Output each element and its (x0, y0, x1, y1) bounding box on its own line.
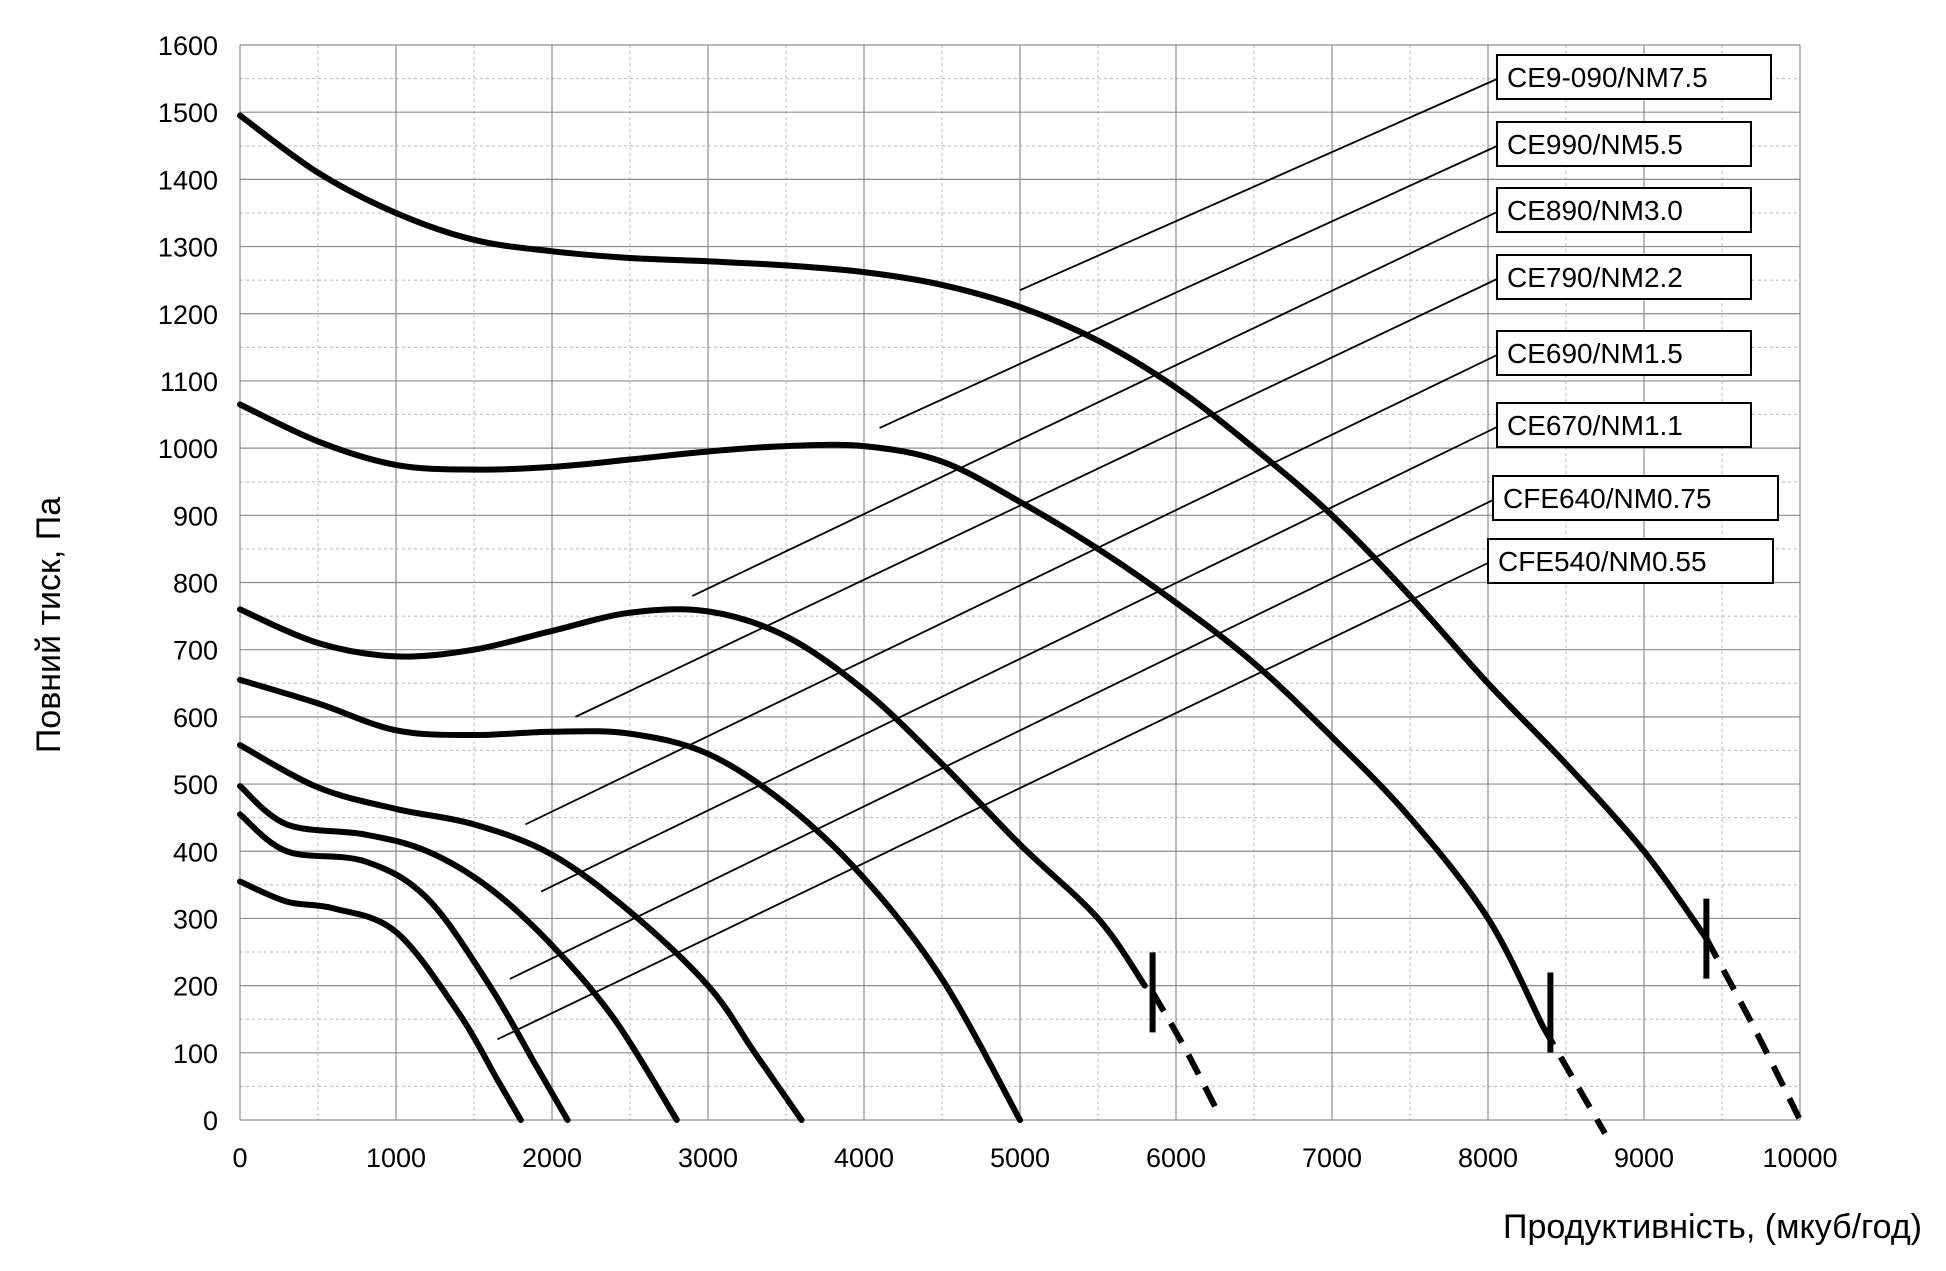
x-tick-label: 3000 (678, 1143, 738, 1173)
y-tick-label: 1100 (160, 367, 218, 397)
x-tick-label: 0 (232, 1143, 247, 1173)
x-tick-label: 8000 (1458, 1143, 1518, 1173)
series-dashed-extension-1 (1703, 937, 1803, 1122)
series-curves (237, 112, 1803, 1135)
x-tick-label: 7000 (1302, 1143, 1362, 1173)
y-axis-tick-labels: 0 100 200 300 400 500 600 700 800 900 1000 1100 1200… (158, 31, 218, 1136)
y-tick-label: 0 (203, 1106, 218, 1136)
series-curve-1 (237, 112, 1710, 942)
y-tick-label: 100 (173, 1039, 218, 1069)
legend-box (1496, 330, 1752, 376)
series-curve-7 (237, 811, 571, 1123)
x-tick-label: 4000 (834, 1143, 894, 1173)
series-curve-5 (237, 742, 805, 1123)
leader-line (525, 354, 1498, 826)
legend-box (1492, 475, 1779, 521)
leader-line (575, 278, 1498, 718)
leader-line (879, 145, 1498, 429)
y-tick-label: 700 (173, 636, 218, 666)
legend-label: CE9-090/NM7.5 (1507, 62, 1708, 93)
series-curve-6 (237, 783, 680, 1123)
y-tick-label: 1400 (158, 165, 218, 195)
legend-box (1496, 187, 1752, 233)
y-axis-title: Повний тиск, Па (30, 497, 68, 753)
y-tick-label: 1600 (158, 31, 218, 61)
legend-box (1487, 538, 1774, 584)
y-tick-label: 1000 (158, 434, 218, 464)
x-tick-label: 2000 (522, 1143, 582, 1173)
x-axis-tick-labels: 0 1000 2000 3000 4000 5000 6000 7000 8000 9000 100… (232, 1143, 1837, 1173)
y-tick-label: 1200 (158, 300, 218, 330)
legend-label: CFE640/NM0.75 (1503, 483, 1712, 514)
series-curve-3 (237, 606, 1148, 989)
y-tick-label: 1300 (158, 233, 218, 263)
x-tick-label: 10000 (1762, 1143, 1837, 1173)
legend-label: CE790/NM2.2 (1507, 262, 1683, 293)
y-tick-label: 800 (173, 569, 218, 599)
legend-box (1496, 254, 1752, 300)
y-tick-label: 200 (173, 972, 218, 1002)
x-axis-title: Продуктивність, (мкуб/год) (1503, 1208, 1922, 1246)
legend-box (1496, 54, 1772, 100)
y-tick-label: 600 (173, 703, 218, 733)
legend-label: CE890/NM3.0 (1507, 195, 1683, 226)
y-tick-label: 900 (173, 501, 218, 531)
legend-box (1496, 121, 1752, 167)
major-grid (239, 44, 1801, 1121)
leader-line (509, 499, 1494, 980)
legend-label: CE670/NM1.1 (1507, 410, 1683, 441)
legend: CE9-090/NM7.5 CE990/NM5.5 CE890/NM3.0 CE790… (1487, 54, 1779, 584)
legend-label: CE690/NM1.5 (1507, 338, 1683, 369)
x-tick-label: 5000 (990, 1143, 1050, 1173)
series-curve-4 (237, 676, 1023, 1123)
x-tick-label: 9000 (1614, 1143, 1674, 1173)
legend-label: CE990/NM5.5 (1507, 129, 1683, 160)
limit-markers (1149, 898, 1710, 1053)
legend-box (1496, 402, 1752, 448)
y-tick-label: 300 (173, 904, 218, 934)
legend-leader-lines (497, 78, 1498, 1041)
y-tick-label: 1500 (158, 98, 218, 128)
series-dashed-extension-3 (1150, 990, 1218, 1108)
y-tick-label: 400 (173, 837, 218, 867)
series-curve-8 (237, 878, 524, 1123)
legend-label: CFE540/NM0.55 (1498, 546, 1707, 577)
x-tick-label: 6000 (1146, 1143, 1206, 1173)
leader-line (497, 562, 1489, 1041)
x-tick-label: 1000 (366, 1143, 426, 1173)
leader-line (540, 426, 1498, 893)
leader-line (1019, 78, 1498, 292)
series-curve-2 (237, 401, 1546, 1029)
leader-line (692, 211, 1498, 597)
y-tick-label: 500 (173, 770, 218, 800)
